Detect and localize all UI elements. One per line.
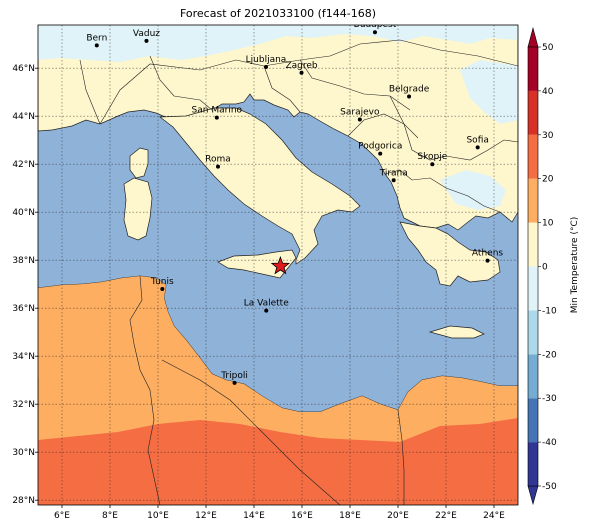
- lon-tick-label: 8°E: [102, 511, 118, 521]
- city-label: Athens: [472, 249, 503, 259]
- city-label: La Valette: [244, 299, 289, 309]
- colorbar-segment: [528, 398, 538, 443]
- lat-tick-label: 40°N: [12, 208, 35, 218]
- colorbar: -50 -40 -30 -20 -10 0 10 20 30 40 50: [527, 26, 557, 506]
- city-label: Vaduz: [133, 29, 160, 39]
- city-label: Tripoli: [220, 371, 248, 381]
- lon-tick-label: 6°E: [54, 511, 70, 521]
- colorbar-label: Min Temperature (°C): [570, 217, 580, 314]
- lat-tick-label: 46°N: [12, 64, 35, 74]
- lon-tick-label: 24°E: [483, 511, 505, 521]
- lat-tick-label: 44°N: [12, 112, 35, 122]
- city-dot: [372, 30, 377, 35]
- map-frame: [37, 24, 519, 506]
- city-dot: [214, 115, 219, 120]
- city-dot: [391, 178, 396, 183]
- colorbar-max-arrow: [527, 26, 539, 48]
- city-label: Zagreb: [285, 61, 317, 71]
- colorbar-segment: [528, 222, 538, 267]
- city-dot: [144, 38, 149, 43]
- colorbar-tick-label: -30: [542, 394, 557, 404]
- city-label: Belgrade: [389, 85, 430, 95]
- lat-tick-label: 42°N: [12, 160, 35, 170]
- map-title: Forecast of 2021033100 (f144-168): [179, 7, 377, 20]
- colorbar-tick-label: -40: [542, 438, 557, 448]
- city-dot: [407, 94, 412, 99]
- lon-tick-label: 12°E: [195, 511, 217, 521]
- city-label: Bern: [86, 33, 107, 43]
- city-label: Ljubljana: [246, 55, 287, 65]
- city-dot: [94, 43, 99, 48]
- lon-tick-label: 22°E: [435, 511, 457, 521]
- cool-patch-east: [460, 60, 518, 124]
- lon-tick-label: 16°E: [291, 511, 313, 521]
- city-dot: [475, 145, 480, 150]
- lon-tick-label: 14°E: [243, 511, 265, 521]
- latitude-ticks: 28°N 30°N 32°N 34°N 36°N 38°N 40°N 42°N 44°N 46°N: [12, 64, 38, 506]
- colorbar-tick-label: 30: [542, 131, 554, 141]
- city-dot: [160, 287, 165, 291]
- colorbar-tick-label: 20: [542, 175, 554, 185]
- colorbar-min-arrow: [527, 485, 539, 506]
- colorbar-segment: [528, 178, 538, 223]
- colorbar-segment: [528, 354, 538, 399]
- colorbar-tick-label: 50: [542, 43, 554, 53]
- land-italy: [159, 107, 361, 265]
- city-dot: [378, 151, 383, 156]
- land-corsica: [129, 147, 149, 179]
- city-dot: [216, 164, 220, 169]
- city-label: Sarajevo: [340, 108, 380, 118]
- star-marker-icon: [270, 256, 291, 275]
- city-dot: [299, 70, 304, 75]
- city-label: San Marino: [192, 106, 243, 116]
- city-dot: [357, 117, 362, 122]
- city-dot: [485, 258, 490, 263]
- city-label: Tunis: [150, 277, 174, 287]
- cool-patch-alps: [38, 25, 518, 62]
- lon-tick-label: 20°E: [387, 511, 409, 521]
- land-europe: [38, 25, 518, 231]
- city-label: Budapest: [354, 20, 397, 30]
- lat-tick-label: 36°N: [12, 304, 35, 314]
- longitude-ticks: 6°E 8°E 10°E 12°E 14°E 16°E 18°E 20°E 22°E 24°E: [54, 505, 505, 521]
- lat-tick-label: 34°N: [12, 352, 35, 362]
- colorbar-tick-label: -50: [542, 482, 557, 492]
- lat-tick-label: 38°N: [12, 256, 35, 266]
- graticule: [38, 25, 518, 505]
- colorbar-tick-label: -10: [542, 306, 557, 316]
- colorbar-tick-label: -20: [542, 350, 557, 360]
- colorbar-tick-label: 10: [542, 219, 554, 229]
- temperature-band-20-30: [38, 418, 518, 505]
- colorbar-segment: [528, 47, 538, 91]
- lat-tick-label: 30°N: [12, 448, 35, 458]
- city-dot: [430, 162, 435, 167]
- colorbar-tick-label: 0: [542, 263, 548, 273]
- city-dot: [264, 308, 269, 313]
- land-crete: [428, 325, 485, 339]
- cool-patch-south-balkans: [440, 170, 506, 210]
- colorbar-segment: [528, 90, 538, 135]
- city-label: Roma: [205, 155, 231, 165]
- city-label: Podgorica: [358, 142, 402, 152]
- city-dot: [232, 380, 237, 385]
- land-sardinia: [123, 177, 153, 241]
- colorbar-segment: [528, 266, 538, 311]
- colorbar-segment: [528, 134, 538, 179]
- city-label: Sofia: [466, 135, 488, 145]
- colorbar-tick-label: 40: [542, 87, 554, 97]
- city-label: Skopje: [417, 152, 447, 162]
- colorbar-segment: [528, 442, 538, 486]
- lat-tick-label: 28°N: [12, 496, 35, 506]
- colorbar-segment: [528, 310, 538, 355]
- lat-tick-label: 32°N: [12, 400, 35, 410]
- city-dot: [264, 65, 268, 69]
- lon-tick-label: 18°E: [339, 511, 361, 521]
- lon-tick-label: 10°E: [147, 511, 169, 521]
- city-label: Tirana: [379, 168, 408, 178]
- land-greece: [399, 221, 501, 287]
